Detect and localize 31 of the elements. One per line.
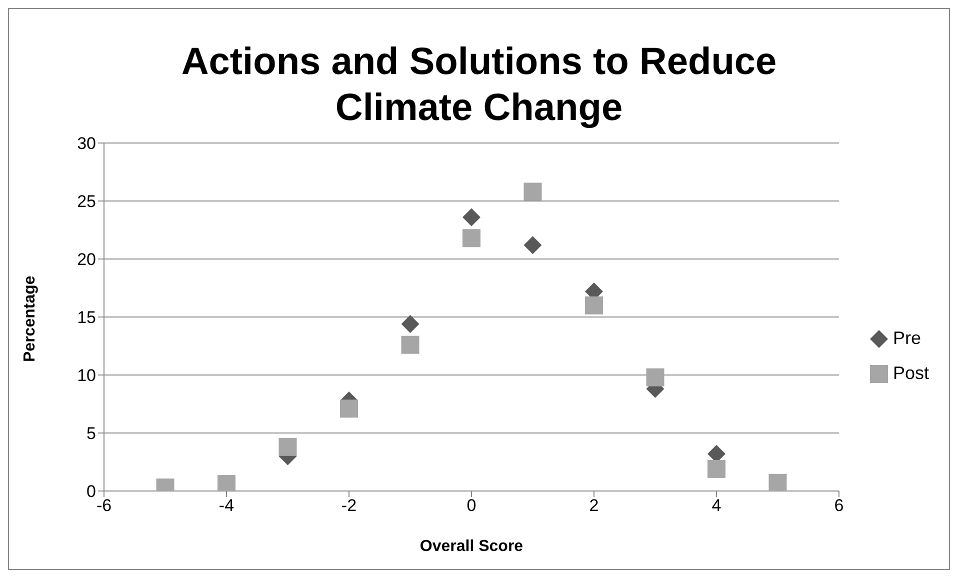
- x-tick-label: 6: [834, 496, 844, 516]
- point: [768, 474, 787, 491]
- y-axis-title: Percentage: [22, 276, 39, 362]
- chart-title: Actions and Solutions to Reduce Climate Change: [180, 40, 778, 131]
- x-tick-label: -6: [96, 496, 112, 516]
- x-tick-label: 0: [466, 496, 476, 516]
- legend-label: Post: [892, 363, 929, 384]
- point: [462, 208, 480, 226]
- y-tick-label: 20: [77, 250, 96, 270]
- point: [524, 236, 542, 254]
- legend-label: Pre: [892, 328, 921, 349]
- point: [646, 368, 664, 386]
- x-tick-label: -2: [341, 496, 357, 516]
- point: [340, 400, 358, 418]
- x-tick-label: 4: [712, 496, 722, 516]
- y-tick-label: 15: [77, 308, 96, 328]
- x-tick-label: -4: [218, 496, 234, 516]
- y-tick-label: 5: [86, 424, 96, 444]
- point: [278, 438, 297, 456]
- y-tick-label: 10: [77, 366, 96, 386]
- y-tick-label: 0: [86, 482, 96, 502]
- x-axis-title: Overall Score: [420, 538, 524, 555]
- point: [524, 182, 542, 201]
- x-tick-label: 2: [589, 496, 599, 516]
- point: [707, 460, 726, 478]
- point: [462, 229, 480, 248]
- point: [401, 314, 420, 333]
- point: [584, 296, 603, 314]
- y-tick-label: 30: [77, 134, 96, 154]
- point: [401, 336, 420, 354]
- y-tick-label: 25: [77, 192, 96, 212]
